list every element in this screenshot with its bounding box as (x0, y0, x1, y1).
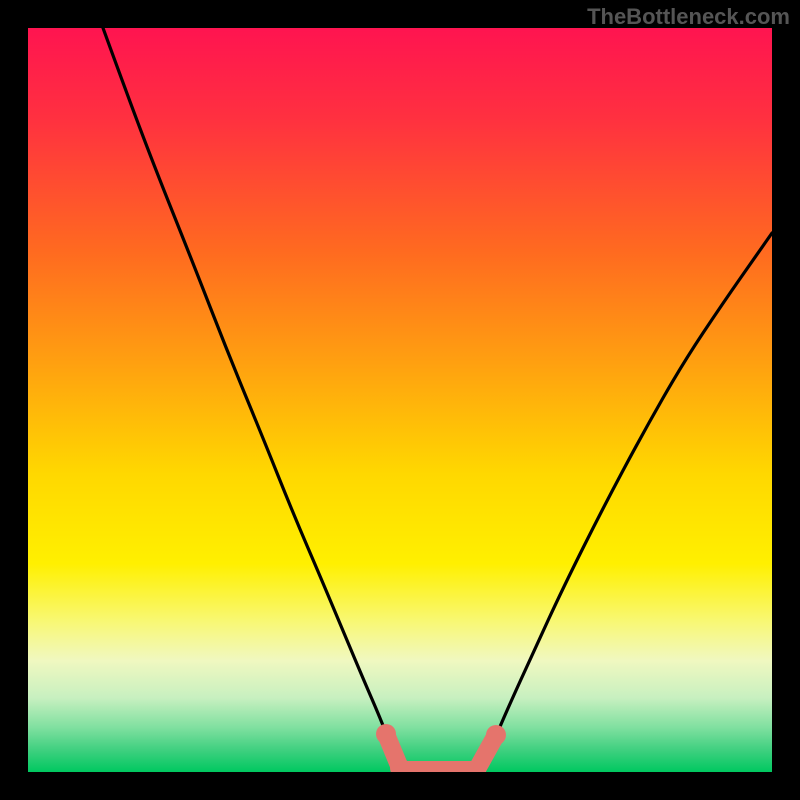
plot-svg (28, 28, 772, 772)
marker-dot-0 (376, 724, 396, 744)
chart-container: TheBottleneck.com (0, 0, 800, 800)
watermark-text: TheBottleneck.com (587, 4, 790, 30)
marker-dot-3 (486, 725, 506, 745)
plot-area (28, 28, 772, 772)
